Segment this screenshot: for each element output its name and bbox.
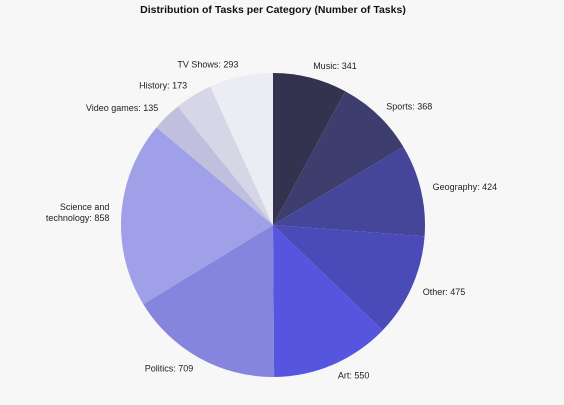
label-music: Music: 341 [313,61,357,71]
label-line-other-0: Other: 475 [423,287,466,297]
chart-title: Distribution of Tasks per Category (Numb… [140,4,406,16]
label-sports: Sports: 368 [386,101,432,111]
slice-sports [273,91,404,225]
slice-geography [273,146,425,237]
label-line-tv-shows-0: TV Shows: 293 [177,60,238,70]
slice-video-games [156,106,273,225]
label-line-video-games-0: Video games: 135 [86,103,158,113]
pie-labels: Music: 341 Sports: 368 Geography: 424 Other… [46,60,497,381]
label-history: History: 173 [139,80,187,90]
label-line-science-and-technology-0: Science and [60,202,110,212]
slice-science-and-technology [120,127,273,305]
pie-slices [120,73,425,378]
label-geography: Geography: 424 [433,182,498,192]
slice-politics [143,225,275,378]
label-art: Art: 550 [338,371,370,381]
label-video-games: Video games: 135 [86,103,158,113]
label-line-sports-0: Sports: 368 [386,101,432,111]
label-line-music-0: Music: 341 [313,61,357,71]
slice-other [273,225,425,331]
label-tv-shows: TV Shows: 293 [177,60,238,70]
slice-art [273,225,383,377]
label-politics: Politics: 709 [145,363,194,373]
label-science-and-technology: Science and technology: 858 [46,202,110,223]
label-line-art-0: Art: 550 [338,371,370,381]
label-line-politics-0: Politics: 709 [145,363,194,373]
label-line-science-and-technology-1: technology: 858 [46,213,110,223]
slice-history [177,86,273,225]
label-line-history-0: History: 173 [139,80,187,90]
slice-music [273,73,346,225]
label-line-geography-0: Geography: 424 [433,182,498,192]
slice-tv-shows [210,73,273,225]
label-other: Other: 475 [423,287,466,297]
